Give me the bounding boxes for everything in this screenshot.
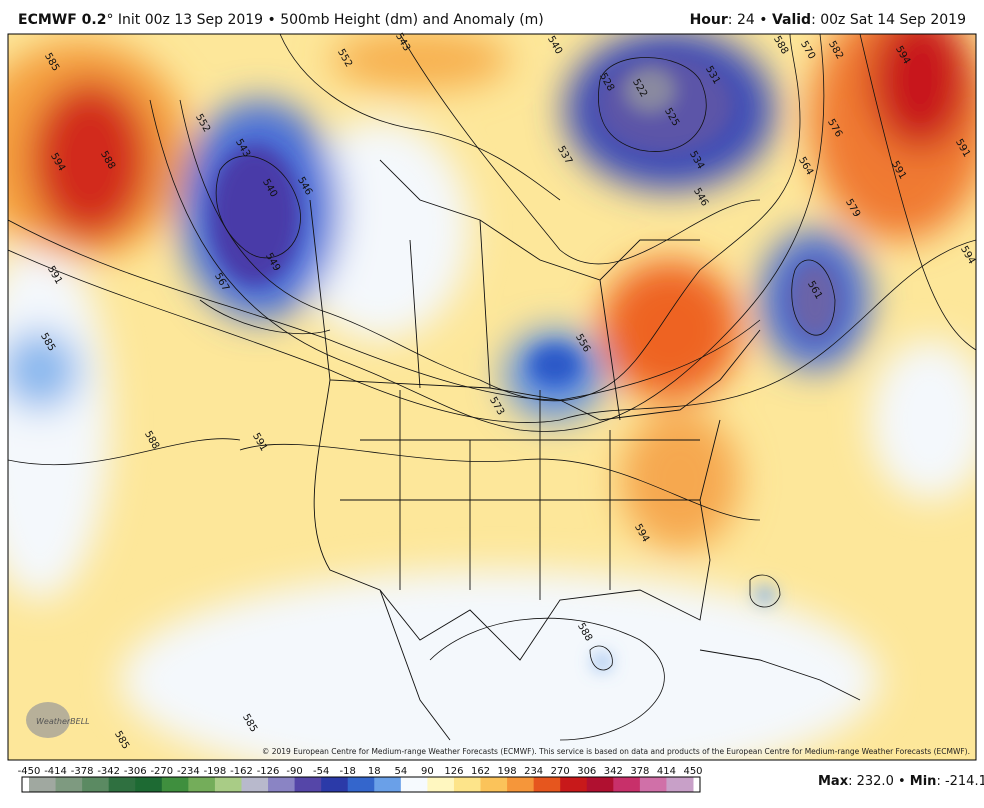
valid: : 00z Sat 14 Sep 2019 bbox=[811, 12, 966, 28]
anomaly-field bbox=[8, 34, 976, 760]
colorbar-tick-label: 126 bbox=[444, 766, 463, 777]
max-label: Max bbox=[818, 774, 849, 789]
colorbar-tick-label: -198 bbox=[204, 766, 227, 777]
hour: : 24 • bbox=[727, 12, 772, 28]
colorbar-tick-label: 18 bbox=[368, 766, 381, 777]
colorbar-segment bbox=[268, 777, 296, 792]
copyright: © 2019 European Centre for Medium-range … bbox=[262, 747, 970, 756]
colorbar-segment bbox=[560, 777, 588, 792]
colorbar-tick-label: -54 bbox=[313, 766, 329, 777]
colorbar-tick-label: 234 bbox=[524, 766, 543, 777]
colorbar-segment bbox=[82, 777, 110, 792]
colorbar-tick-label: 342 bbox=[604, 766, 623, 777]
max: : 232.0 • bbox=[848, 774, 910, 789]
colorbar-segment bbox=[400, 777, 428, 792]
colorbar-segment bbox=[507, 777, 535, 792]
colorbar-tick-label: -306 bbox=[124, 766, 147, 777]
colorbar-tick-label: 162 bbox=[471, 766, 490, 777]
colorbar-segment bbox=[241, 777, 269, 792]
colorbar-segment bbox=[188, 777, 216, 792]
colorbar-tick-label: -126 bbox=[257, 766, 280, 777]
colorbar-segment bbox=[374, 777, 402, 792]
colorbar-tick-label: 414 bbox=[657, 766, 676, 777]
max-min: Max: 232.0 • Min: -214.1 bbox=[818, 774, 984, 789]
colorbar-segment bbox=[135, 777, 163, 792]
colorbar-tick-label: -414 bbox=[44, 766, 67, 777]
colorbar-segment bbox=[294, 777, 322, 792]
colorbar-tick-label: -234 bbox=[177, 766, 200, 777]
header-left: ECMWF 0.2° Init 00z 13 Sep 2019 • 500mb … bbox=[18, 12, 544, 28]
colorbar-tick-label: -342 bbox=[97, 766, 120, 777]
borders bbox=[309, 159, 861, 741]
colorbar-tick-label: -18 bbox=[340, 766, 356, 777]
colorbar-tick-label: 270 bbox=[551, 766, 570, 777]
colorbar-tick-label: 306 bbox=[577, 766, 596, 777]
colorbar-segment bbox=[347, 777, 375, 792]
valid-label: Valid bbox=[771, 12, 812, 28]
init: ° Init 00z 13 Sep 2019 • 500mb Height (d… bbox=[106, 12, 544, 28]
colorbar-tick-label: 54 bbox=[394, 766, 407, 777]
colorbar-tick-label: -270 bbox=[150, 766, 173, 777]
colorbar-segment bbox=[214, 777, 242, 792]
colorbar-segment bbox=[613, 777, 641, 792]
colorbar-tick-label: -90 bbox=[286, 766, 302, 777]
colorbar-tick-label: 198 bbox=[498, 766, 517, 777]
colorbar-tick-label: -162 bbox=[230, 766, 253, 777]
colorbar-tick-label: -450 bbox=[18, 766, 41, 777]
colorbar-tick-label: 450 bbox=[683, 766, 702, 777]
colorbar-segment bbox=[108, 777, 136, 792]
colorbar-segment bbox=[427, 777, 455, 792]
header-right: Hour: 24 • Valid: 00z Sat 14 Sep 2019 bbox=[690, 12, 966, 28]
colorbar-segment bbox=[161, 777, 189, 792]
colorbar-segment bbox=[666, 777, 694, 792]
colorbar-segment bbox=[453, 777, 482, 792]
colorbar-segment bbox=[639, 777, 667, 792]
colorbar-segment bbox=[321, 777, 349, 792]
colorbar-tick-label: 90 bbox=[421, 766, 434, 777]
colorbar-segment bbox=[480, 777, 508, 792]
colorbar-tick-label: 378 bbox=[630, 766, 649, 777]
colorbar-segment bbox=[586, 777, 614, 792]
colorbar-segment bbox=[533, 777, 561, 792]
colorbar-segment bbox=[29, 777, 57, 792]
colorbar-frame bbox=[21, 776, 701, 793]
hour-label: Hour bbox=[689, 12, 728, 28]
model: ECMWF 0.2 bbox=[18, 12, 107, 28]
map-frame bbox=[7, 33, 977, 761]
logo: WeatherBELL bbox=[36, 717, 90, 726]
colorbar-segment bbox=[55, 777, 83, 792]
contours bbox=[8, 34, 976, 741]
min: : -214.1 bbox=[936, 774, 984, 789]
min-label: Min bbox=[910, 774, 937, 789]
colorbar-tick-label: -378 bbox=[71, 766, 94, 777]
logo-icon bbox=[26, 702, 70, 738]
